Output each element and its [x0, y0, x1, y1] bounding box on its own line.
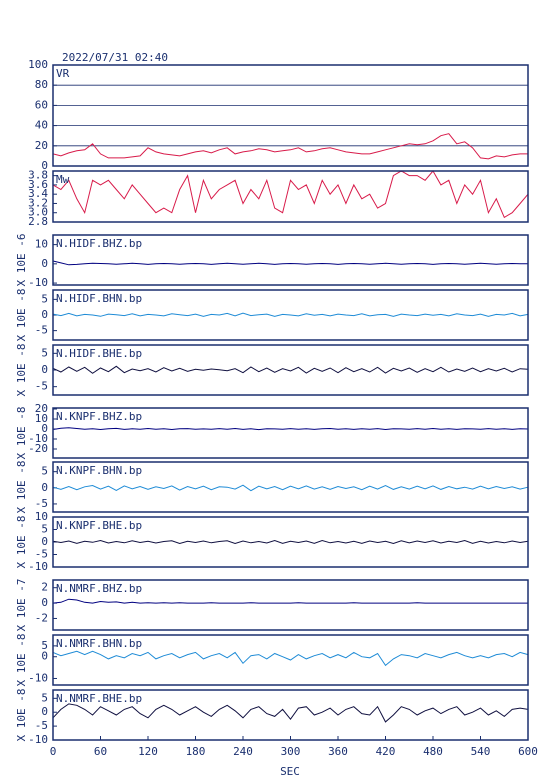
y-tick-label: -10 — [28, 671, 48, 684]
panel-label: N.KNPF.BHN.bp — [56, 464, 142, 477]
y-tick-label: 5 — [41, 292, 48, 305]
y-axis-label: X 10E -8 — [15, 634, 28, 687]
panel-label: VR — [56, 67, 70, 80]
y-tick-label: 2 — [41, 581, 48, 594]
y-tick-label: 5 — [41, 691, 48, 704]
panel-frame — [52, 170, 529, 223]
panel-label: N.KNPF.BHZ.bp — [56, 410, 142, 423]
y-tick-label: 10 — [35, 238, 48, 251]
x-tick-label: 300 — [281, 745, 301, 758]
x-tick-label: 120 — [138, 745, 158, 758]
y-tick-label: -5 — [35, 324, 48, 337]
y-tick-label: 10 — [35, 510, 48, 523]
trace-line — [52, 312, 529, 317]
y-axis-label: X 10E -8 — [15, 344, 28, 397]
y-tick-label: 100 — [28, 58, 48, 71]
y-tick-label: 0 — [41, 705, 48, 718]
trace-line — [52, 427, 529, 431]
x-tick-label: 0 — [50, 745, 57, 758]
trace-line — [52, 170, 529, 219]
y-tick-label: 5 — [41, 346, 48, 359]
y-tick-label: 0 — [41, 159, 48, 172]
y-tick-label: 0 — [41, 257, 48, 270]
y-tick-label: 0 — [41, 363, 48, 376]
y-tick-label: -10 — [28, 560, 48, 573]
chart-title: 2022/07/31 02:40 — [62, 51, 168, 64]
y-tick-label: 3.6 — [28, 178, 48, 191]
trace-line — [52, 484, 529, 492]
trace-line — [52, 133, 528, 160]
y-tick-label: -5 — [35, 497, 48, 510]
x-tick-label: 420 — [376, 745, 396, 758]
trace-line — [52, 703, 529, 723]
x-tick-label: 180 — [186, 745, 206, 758]
y-axis-label: X 10E -8 — [15, 516, 28, 569]
x-tick-label: 600 — [518, 745, 538, 758]
panel-label: Mw — [56, 173, 70, 186]
panel-label: N.NMRF.BHE.bp — [56, 692, 142, 705]
y-tick-label: 3.8 — [28, 169, 48, 182]
trace-line — [52, 598, 528, 604]
y-tick-label: 10 — [35, 412, 48, 425]
x-tick-label: 240 — [233, 745, 253, 758]
panel-frame — [52, 634, 529, 686]
y-tick-label: 3.4 — [28, 187, 48, 200]
y-tick-label: 60 — [35, 98, 48, 111]
panel-frame — [52, 407, 529, 459]
y-axis-label: X 10E -8 — [15, 461, 28, 514]
y-axis-label: X 10E -8 — [15, 289, 28, 342]
y-tick-label: 0 — [41, 422, 48, 435]
y-tick-label: 0 — [41, 308, 48, 321]
y-tick-label: 5 — [41, 523, 48, 536]
x-tick-label: 360 — [328, 745, 348, 758]
trace-line — [52, 650, 529, 667]
panel-label: N.HIDF.BHN.bp — [56, 292, 142, 305]
y-tick-label: 0 — [41, 535, 48, 548]
y-axis-label: X 10E -8 — [15, 407, 28, 460]
x-tick-label: 540 — [471, 745, 491, 758]
trace-line — [52, 539, 529, 545]
y-tick-label: -10 — [28, 276, 48, 289]
y-tick-label: -10 — [28, 432, 48, 445]
y-tick-label: 0 — [41, 650, 48, 663]
y-tick-label: 0 — [41, 596, 48, 609]
y-tick-label: -5 — [35, 719, 48, 732]
y-axis-label: X 10E -8 — [15, 689, 28, 742]
y-tick-label: 20 — [35, 139, 48, 152]
trace-line — [52, 260, 528, 266]
x-tick-label: 60 — [94, 745, 107, 758]
panel-frame — [52, 461, 529, 513]
panel-label: N.KNPF.BHE.bp — [56, 519, 142, 532]
x-tick-label: 480 — [423, 745, 443, 758]
y-tick-label: -5 — [35, 380, 48, 393]
panel-frame — [52, 516, 529, 568]
y-axis-label: X 10E -7 — [15, 579, 28, 632]
y-tick-label: -5 — [35, 548, 48, 561]
trace-line — [52, 365, 529, 374]
y-tick-label: -10 — [28, 733, 48, 746]
x-axis-label: SEC — [280, 765, 300, 778]
y-tick-label: 2.8 — [28, 215, 48, 228]
panel-label: N.NMRF.BHZ.bp — [56, 582, 142, 595]
y-tick-label: 80 — [35, 78, 48, 91]
y-tick-label: 20 — [35, 402, 48, 415]
y-tick-label: 5 — [41, 465, 48, 478]
panel-label: N.HIDF.BHE.bp — [56, 347, 142, 360]
y-tick-label: 0 — [41, 481, 48, 494]
y-tick-label: 5 — [41, 639, 48, 652]
panel-frame — [52, 344, 529, 396]
panel-frame — [52, 64, 529, 167]
panel-label: N.HIDF.BHZ.bp — [56, 237, 142, 250]
y-tick-label: -20 — [28, 442, 48, 455]
y-tick-label: 40 — [35, 119, 48, 132]
y-axis-label: X 10E -6 — [15, 234, 28, 287]
panel-frame — [52, 234, 529, 286]
y-tick-label: 3.2 — [28, 196, 48, 209]
panel-frame — [52, 289, 529, 341]
y-tick-label: -2 — [35, 611, 48, 624]
y-tick-label: 3.0 — [28, 206, 48, 219]
panel-label: N.NMRF.BHN.bp — [56, 637, 142, 650]
panel-frame — [52, 579, 529, 631]
